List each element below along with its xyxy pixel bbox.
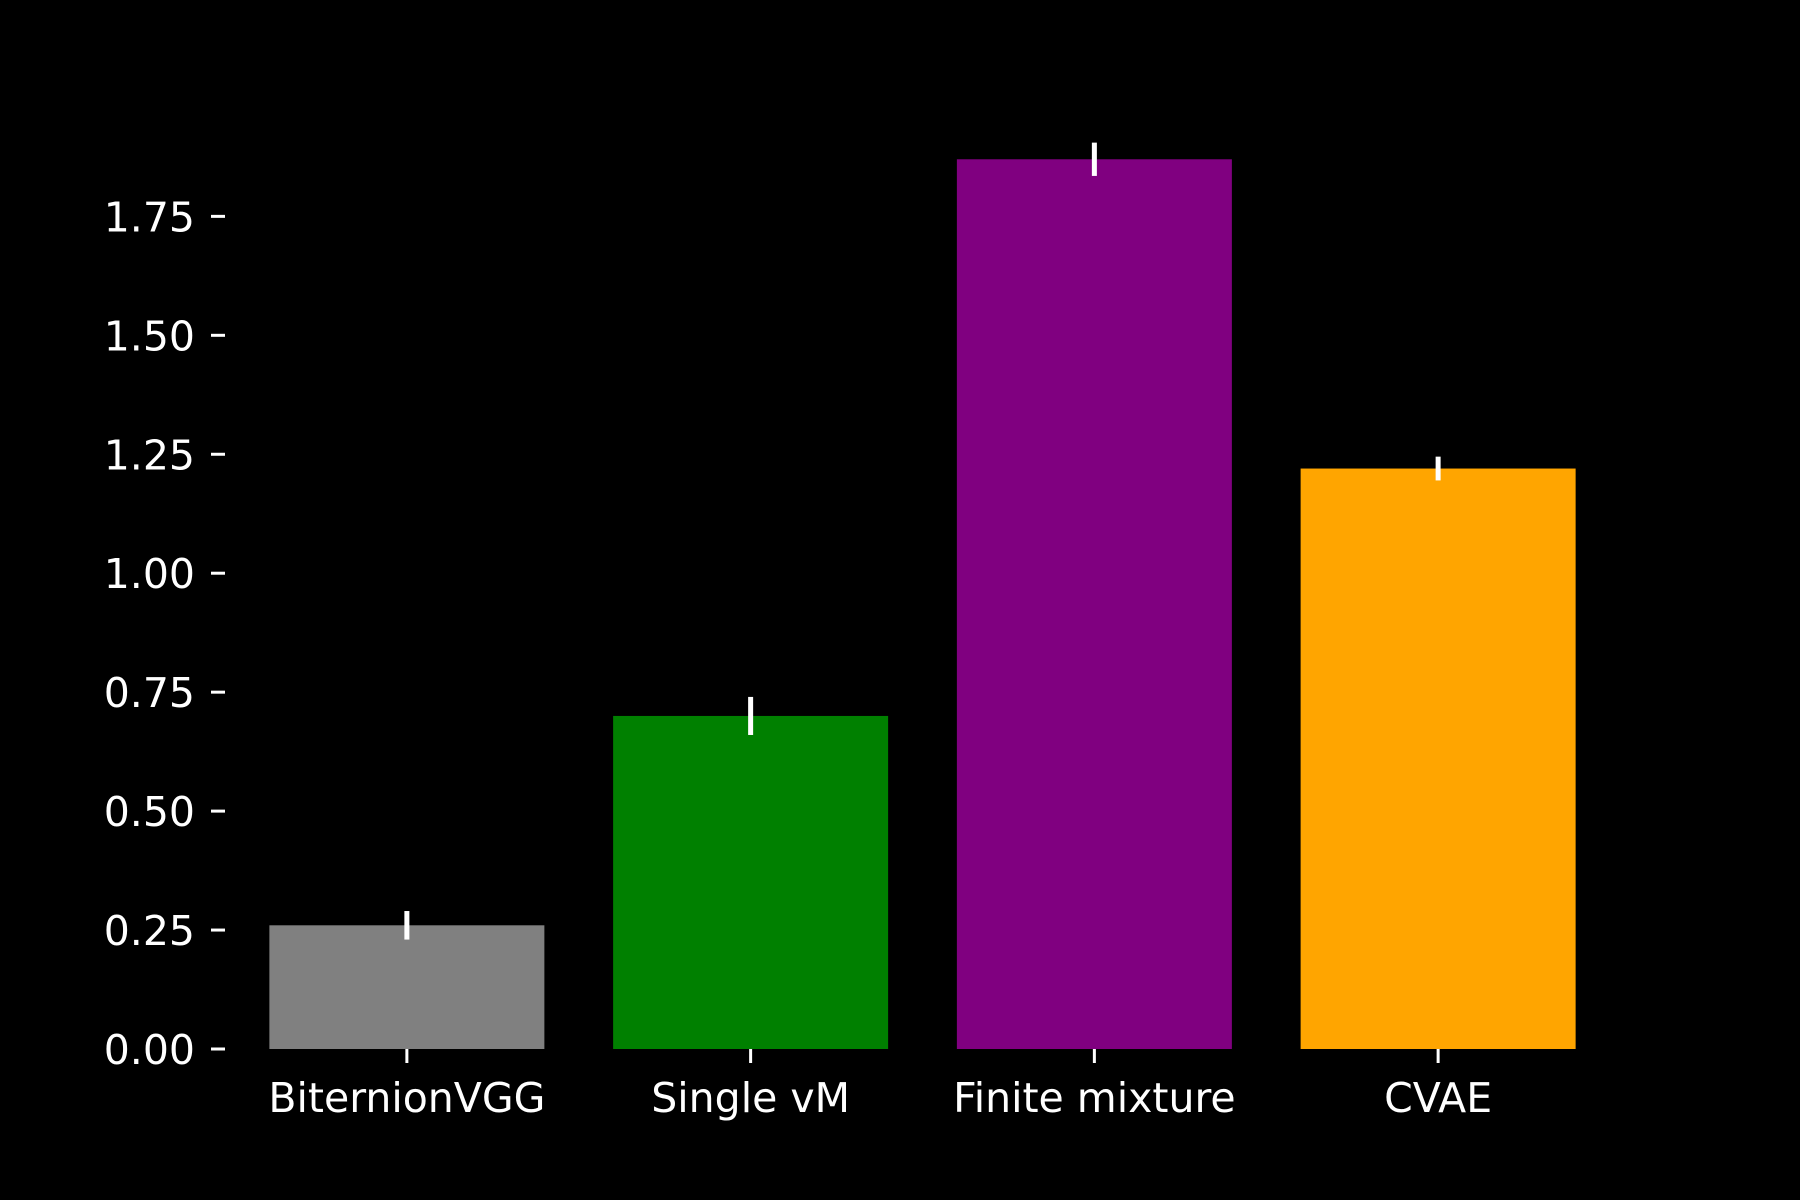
y-axis: 0.00 0.25 0.50 0.75 1.00 1.25 1.50 1.75	[104, 193, 225, 1074]
y-tick-label: 1.50	[104, 312, 195, 360]
y-tick-label: 0.25	[104, 907, 195, 955]
bar-single-vm	[613, 715, 889, 1049]
x-tick-label: Finite mixture	[953, 1074, 1236, 1122]
bar-biternionvgg	[269, 925, 545, 1049]
bar-cvae	[1300, 468, 1576, 1049]
x-axis: BiternionVGG Single vM Finite mixture CVAE	[268, 1049, 1492, 1122]
error-bars	[404, 142, 1441, 940]
x-tick-label: BiternionVGG	[268, 1074, 545, 1122]
x-tick-label: Single vM	[651, 1074, 850, 1122]
y-tick-label: 1.75	[104, 193, 195, 241]
y-tick-label: 0.00	[104, 1026, 195, 1074]
y-tick-label: 1.00	[104, 550, 195, 598]
y-tick-label: 1.25	[104, 431, 195, 479]
x-tick-label: CVAE	[1384, 1074, 1492, 1122]
bar-finite-mixture	[956, 159, 1232, 1049]
bars	[269, 159, 1576, 1049]
y-tick-label: 0.50	[104, 788, 195, 836]
y-tick-label: 0.75	[104, 669, 195, 717]
